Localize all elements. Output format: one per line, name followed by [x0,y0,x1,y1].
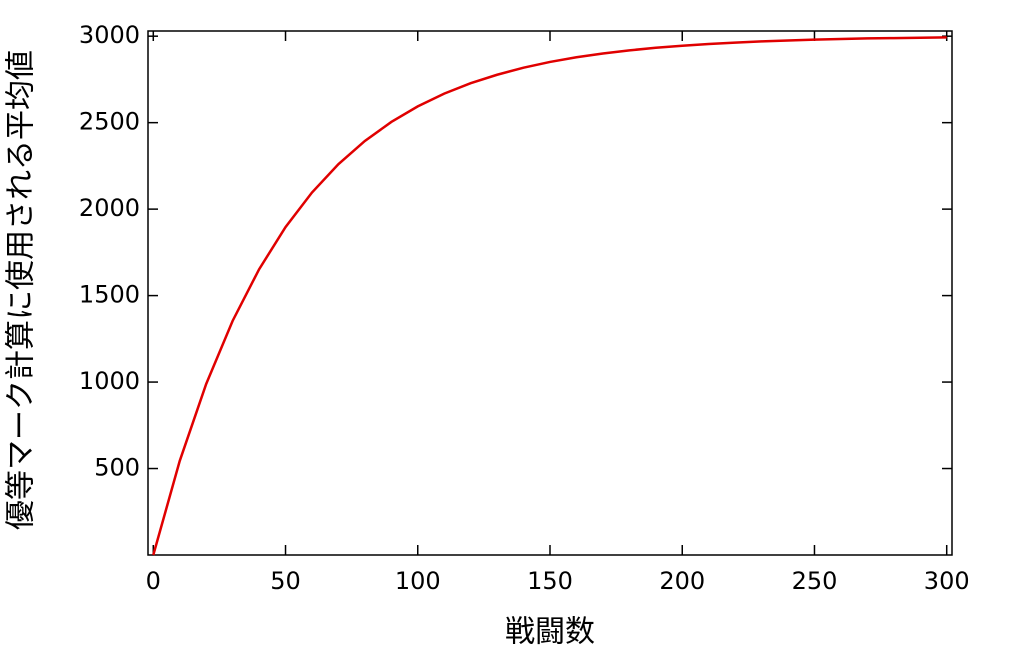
x-tick-label: 100 [395,567,441,595]
x-tick-label: 300 [924,567,970,595]
y-tick-label: 3000 [79,21,140,49]
y-tick-label: 1500 [79,281,140,309]
x-tick-label: 150 [527,567,573,595]
x-tick-label: 0 [146,567,161,595]
y-tick-label: 2500 [79,108,140,136]
y-axis-title: 優等マーク計算に使用される平均値 [4,50,39,530]
plot-frame [147,30,953,556]
y-tick-label: 500 [94,454,140,482]
y-tick-label: 2000 [79,194,140,222]
x-axis-title: 戦闘数 [505,615,595,650]
x-tick-label: 200 [659,567,705,595]
y-tick-label: 1000 [79,367,140,395]
x-tick-label: 50 [270,567,301,595]
data-line [152,36,947,556]
x-tick-label: 250 [792,567,838,595]
